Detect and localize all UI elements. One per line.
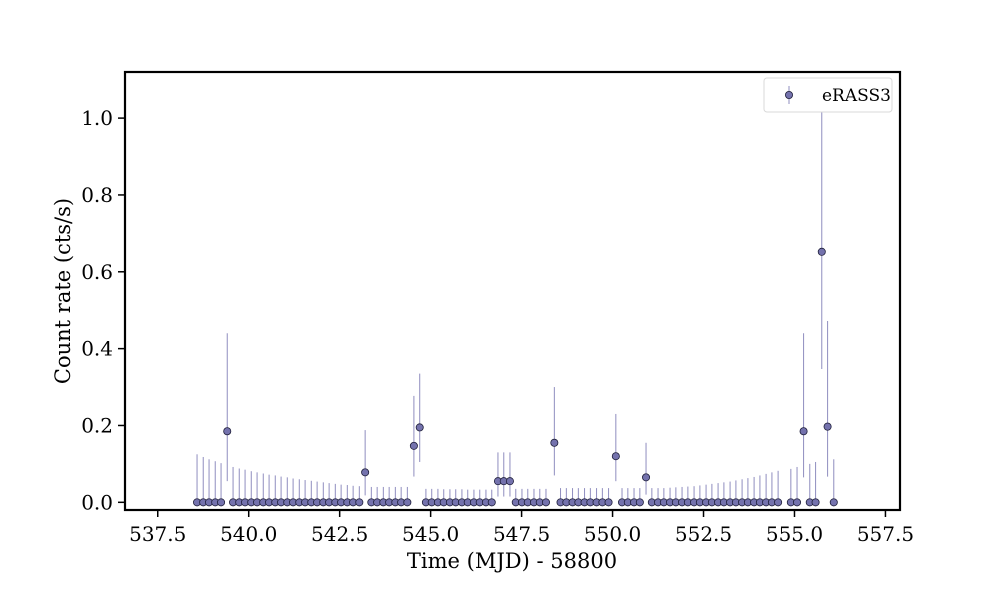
y-tick-label: 0.2 xyxy=(81,413,113,437)
legend: eRASS3 xyxy=(763,77,893,113)
data-point xyxy=(774,498,783,507)
y-axis-ticks: 0.0 0.2 0.4 0.6 0.8 1.0 xyxy=(81,106,125,514)
data-point xyxy=(793,498,802,507)
legend-label-erass3: eRASS3 xyxy=(822,86,891,106)
legend-box xyxy=(763,77,893,113)
x-tick-label: 547.5 xyxy=(493,522,550,546)
x-tick-label: 542.5 xyxy=(311,522,368,546)
plot-frame xyxy=(123,70,902,512)
y-tick-label: 0.6 xyxy=(81,260,113,284)
errorbar-layer xyxy=(196,78,835,503)
data-point xyxy=(355,498,364,507)
data-point xyxy=(415,423,424,432)
data-point xyxy=(487,498,496,507)
x-tick-label: 537.5 xyxy=(129,522,186,546)
data-point xyxy=(223,427,232,436)
data-point xyxy=(550,438,559,447)
data-point xyxy=(403,498,412,507)
x-axis-label: Time (MJD) - 58800 xyxy=(407,549,617,573)
data-point xyxy=(829,498,838,507)
legend-marker-sample xyxy=(785,91,794,100)
x-tick-label: 552.5 xyxy=(675,522,732,546)
data-point xyxy=(642,473,651,482)
data-point xyxy=(823,422,832,431)
x-axis-ticks: 537.5 540.0 542.5 545.0 547.5 550.0 552.5 555.0… xyxy=(129,510,914,546)
data-point xyxy=(361,468,370,477)
data-point xyxy=(811,498,820,507)
y-tick-label: 0.0 xyxy=(81,490,113,514)
data-point xyxy=(541,498,550,507)
x-tick-label: 550.0 xyxy=(584,522,641,546)
data-point xyxy=(611,452,620,461)
data-point xyxy=(799,427,808,436)
y-tick-label: 0.4 xyxy=(81,337,113,361)
data-point xyxy=(604,498,613,507)
data-point xyxy=(817,247,826,256)
y-tick-label: 0.8 xyxy=(81,183,113,207)
data-point xyxy=(505,477,514,486)
y-tick-label: 1.0 xyxy=(81,106,113,130)
x-tick-label: 555.0 xyxy=(766,522,823,546)
data-point xyxy=(217,498,226,507)
x-tick-label: 540.0 xyxy=(220,522,277,546)
x-tick-label: 545.0 xyxy=(402,522,459,546)
x-tick-label: 557.5 xyxy=(857,522,914,546)
data-point-layer xyxy=(193,247,838,507)
y-axis-label: Count rate (cts/s) xyxy=(51,198,75,384)
data-point xyxy=(409,441,418,450)
data-point xyxy=(635,498,644,507)
